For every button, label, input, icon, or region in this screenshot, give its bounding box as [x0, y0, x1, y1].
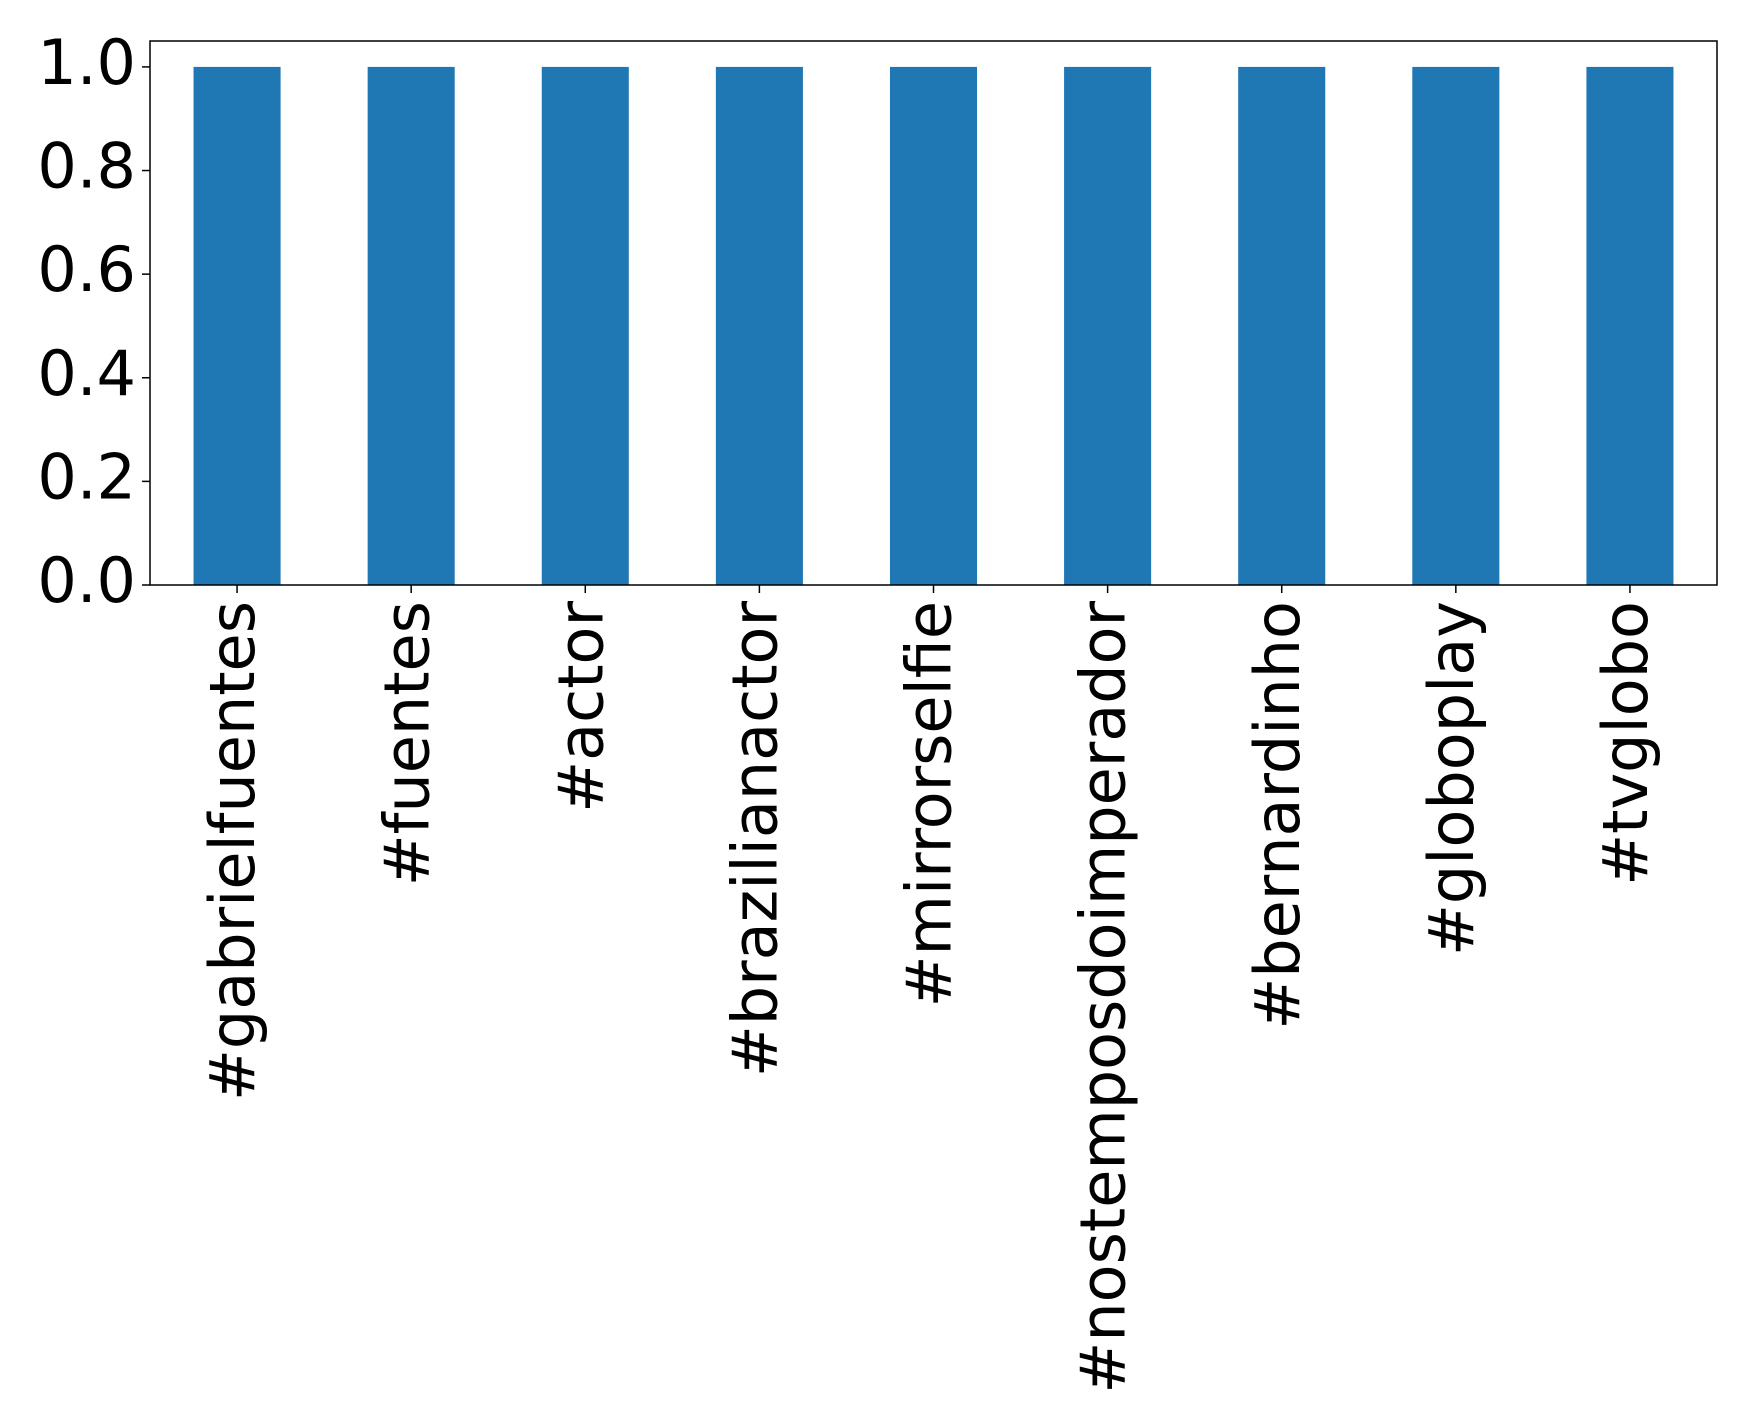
- plot-frame: [149, 40, 1718, 586]
- y-tick-label: 0.0: [37, 544, 136, 617]
- x-tick-label: #globoplay: [1415, 601, 1488, 956]
- bar: [193, 66, 281, 585]
- x-tick-label: #nostemposdoimperador: [1067, 600, 1140, 1393]
- y-tick-label: 0.6: [37, 233, 136, 306]
- x-tick-label: #bernardinho: [1241, 601, 1314, 1030]
- bar: [1412, 66, 1500, 585]
- bar: [715, 66, 803, 585]
- x-tick-label: #gabrielfuentes: [196, 601, 269, 1101]
- x-tick-label: #brazilianactor: [718, 601, 791, 1078]
- bar: [541, 66, 629, 585]
- bar: [889, 66, 978, 585]
- x-tick-label: #tvglobo: [1589, 601, 1662, 886]
- y-tick-label: 0.8: [37, 130, 136, 203]
- bar: [1238, 66, 1326, 585]
- y-tick-label: 0.4: [37, 337, 136, 410]
- y-tick-label: 1.0: [37, 26, 136, 99]
- y-tick-label: 0.2: [37, 440, 136, 513]
- x-tick-label: #mirrorselfie: [893, 601, 966, 1007]
- bar: [367, 66, 455, 585]
- x-tick-label: #fuentes: [370, 601, 443, 886]
- x-tick-label: #actor: [544, 600, 617, 812]
- bar: [1586, 66, 1674, 585]
- bar: [1064, 66, 1152, 585]
